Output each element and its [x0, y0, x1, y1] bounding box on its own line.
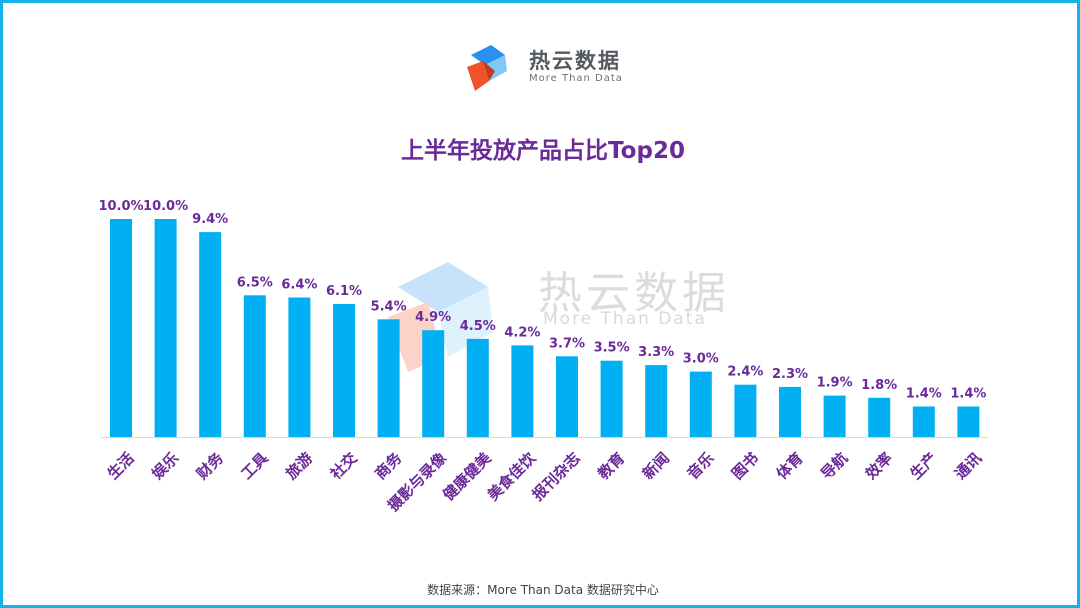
- category-label-5: 社交: [326, 449, 361, 484]
- value-label-0: 10.0%: [98, 199, 143, 214]
- value-label-19: 1.4%: [950, 387, 986, 402]
- bar-6: [377, 319, 400, 437]
- brand-name: 热云数据: [529, 49, 621, 73]
- category-label-16: 导航: [817, 449, 851, 483]
- bar-11: [600, 360, 623, 437]
- value-label-9: 4.2%: [504, 325, 540, 340]
- bar-9: [511, 345, 534, 437]
- category-label-4: 旅游: [282, 449, 316, 483]
- category-label-13: 音乐: [684, 449, 718, 483]
- brand-tagline: More Than Data: [529, 73, 623, 84]
- bar-18: [912, 406, 935, 437]
- value-label-14: 2.4%: [727, 365, 763, 380]
- bar-2: [199, 232, 222, 437]
- category-label-10: 报刊杂志: [529, 449, 584, 504]
- category-label-15: 体育: [773, 449, 807, 483]
- value-label-5: 6.1%: [326, 284, 362, 299]
- category-label-2: 财务: [193, 448, 228, 483]
- data-source-note: 数据来源：More Than Data 数据研究中心: [427, 583, 659, 597]
- value-label-13: 3.0%: [683, 352, 719, 367]
- value-label-3: 6.5%: [237, 275, 273, 290]
- category-label-19: 通讯: [951, 449, 985, 483]
- value-label-18: 1.4%: [906, 387, 942, 402]
- value-label-16: 1.9%: [817, 376, 853, 391]
- category-label-18: 生产: [907, 449, 941, 483]
- bar-17: [868, 397, 891, 437]
- bar-5: [333, 304, 355, 437]
- category-label-3: 工具: [238, 449, 272, 483]
- category-label-1: 娱乐: [148, 449, 182, 483]
- value-label-12: 3.3%: [638, 345, 674, 360]
- bar-chart: 10.0% 生活 10.0% 娱乐 9.4% 财务 6.5% 工具 6.4% 旅游 6.1% 社交 5.…: [98, 199, 988, 515]
- value-label-7: 4.9%: [415, 310, 451, 325]
- bar-16: [823, 395, 846, 437]
- bar-12: [645, 365, 668, 437]
- category-label-12: 新闻: [639, 449, 673, 483]
- bar-4: [288, 297, 311, 437]
- category-label-6: 商务: [371, 448, 406, 483]
- bar-10: [556, 356, 578, 437]
- category-label-0: 生活: [104, 449, 138, 483]
- category-label-11: 教育: [594, 449, 629, 484]
- bar-7: [422, 330, 445, 437]
- bar-3: [243, 295, 266, 437]
- bar-1: [154, 219, 177, 437]
- value-label-10: 3.7%: [549, 336, 585, 351]
- bar-0: [110, 219, 132, 437]
- chart-title: 上半年投放产品占比Top20: [401, 138, 685, 164]
- value-label-17: 1.8%: [861, 378, 897, 393]
- category-label-8: 健康健美: [439, 448, 495, 504]
- value-label-11: 3.5%: [594, 341, 630, 356]
- bar-13: [689, 371, 712, 437]
- brand-logo-icon: [467, 45, 507, 91]
- bar-19: [957, 406, 980, 437]
- value-label-8: 4.5%: [460, 319, 496, 334]
- value-label-2: 9.4%: [192, 212, 228, 227]
- category-label-14: 图书: [728, 449, 762, 483]
- bar-15: [779, 386, 801, 437]
- value-label-4: 6.4%: [281, 278, 317, 293]
- value-label-1: 10.0%: [143, 199, 188, 214]
- value-label-6: 5.4%: [371, 299, 407, 314]
- category-label-9: 美食佳饮: [484, 448, 540, 504]
- value-label-15: 2.3%: [772, 367, 808, 382]
- bar-8: [466, 338, 489, 437]
- category-label-17: 效率: [862, 449, 896, 483]
- brand-header: 热云数据 More Than Data: [465, 39, 665, 93]
- bar-14: [734, 384, 757, 437]
